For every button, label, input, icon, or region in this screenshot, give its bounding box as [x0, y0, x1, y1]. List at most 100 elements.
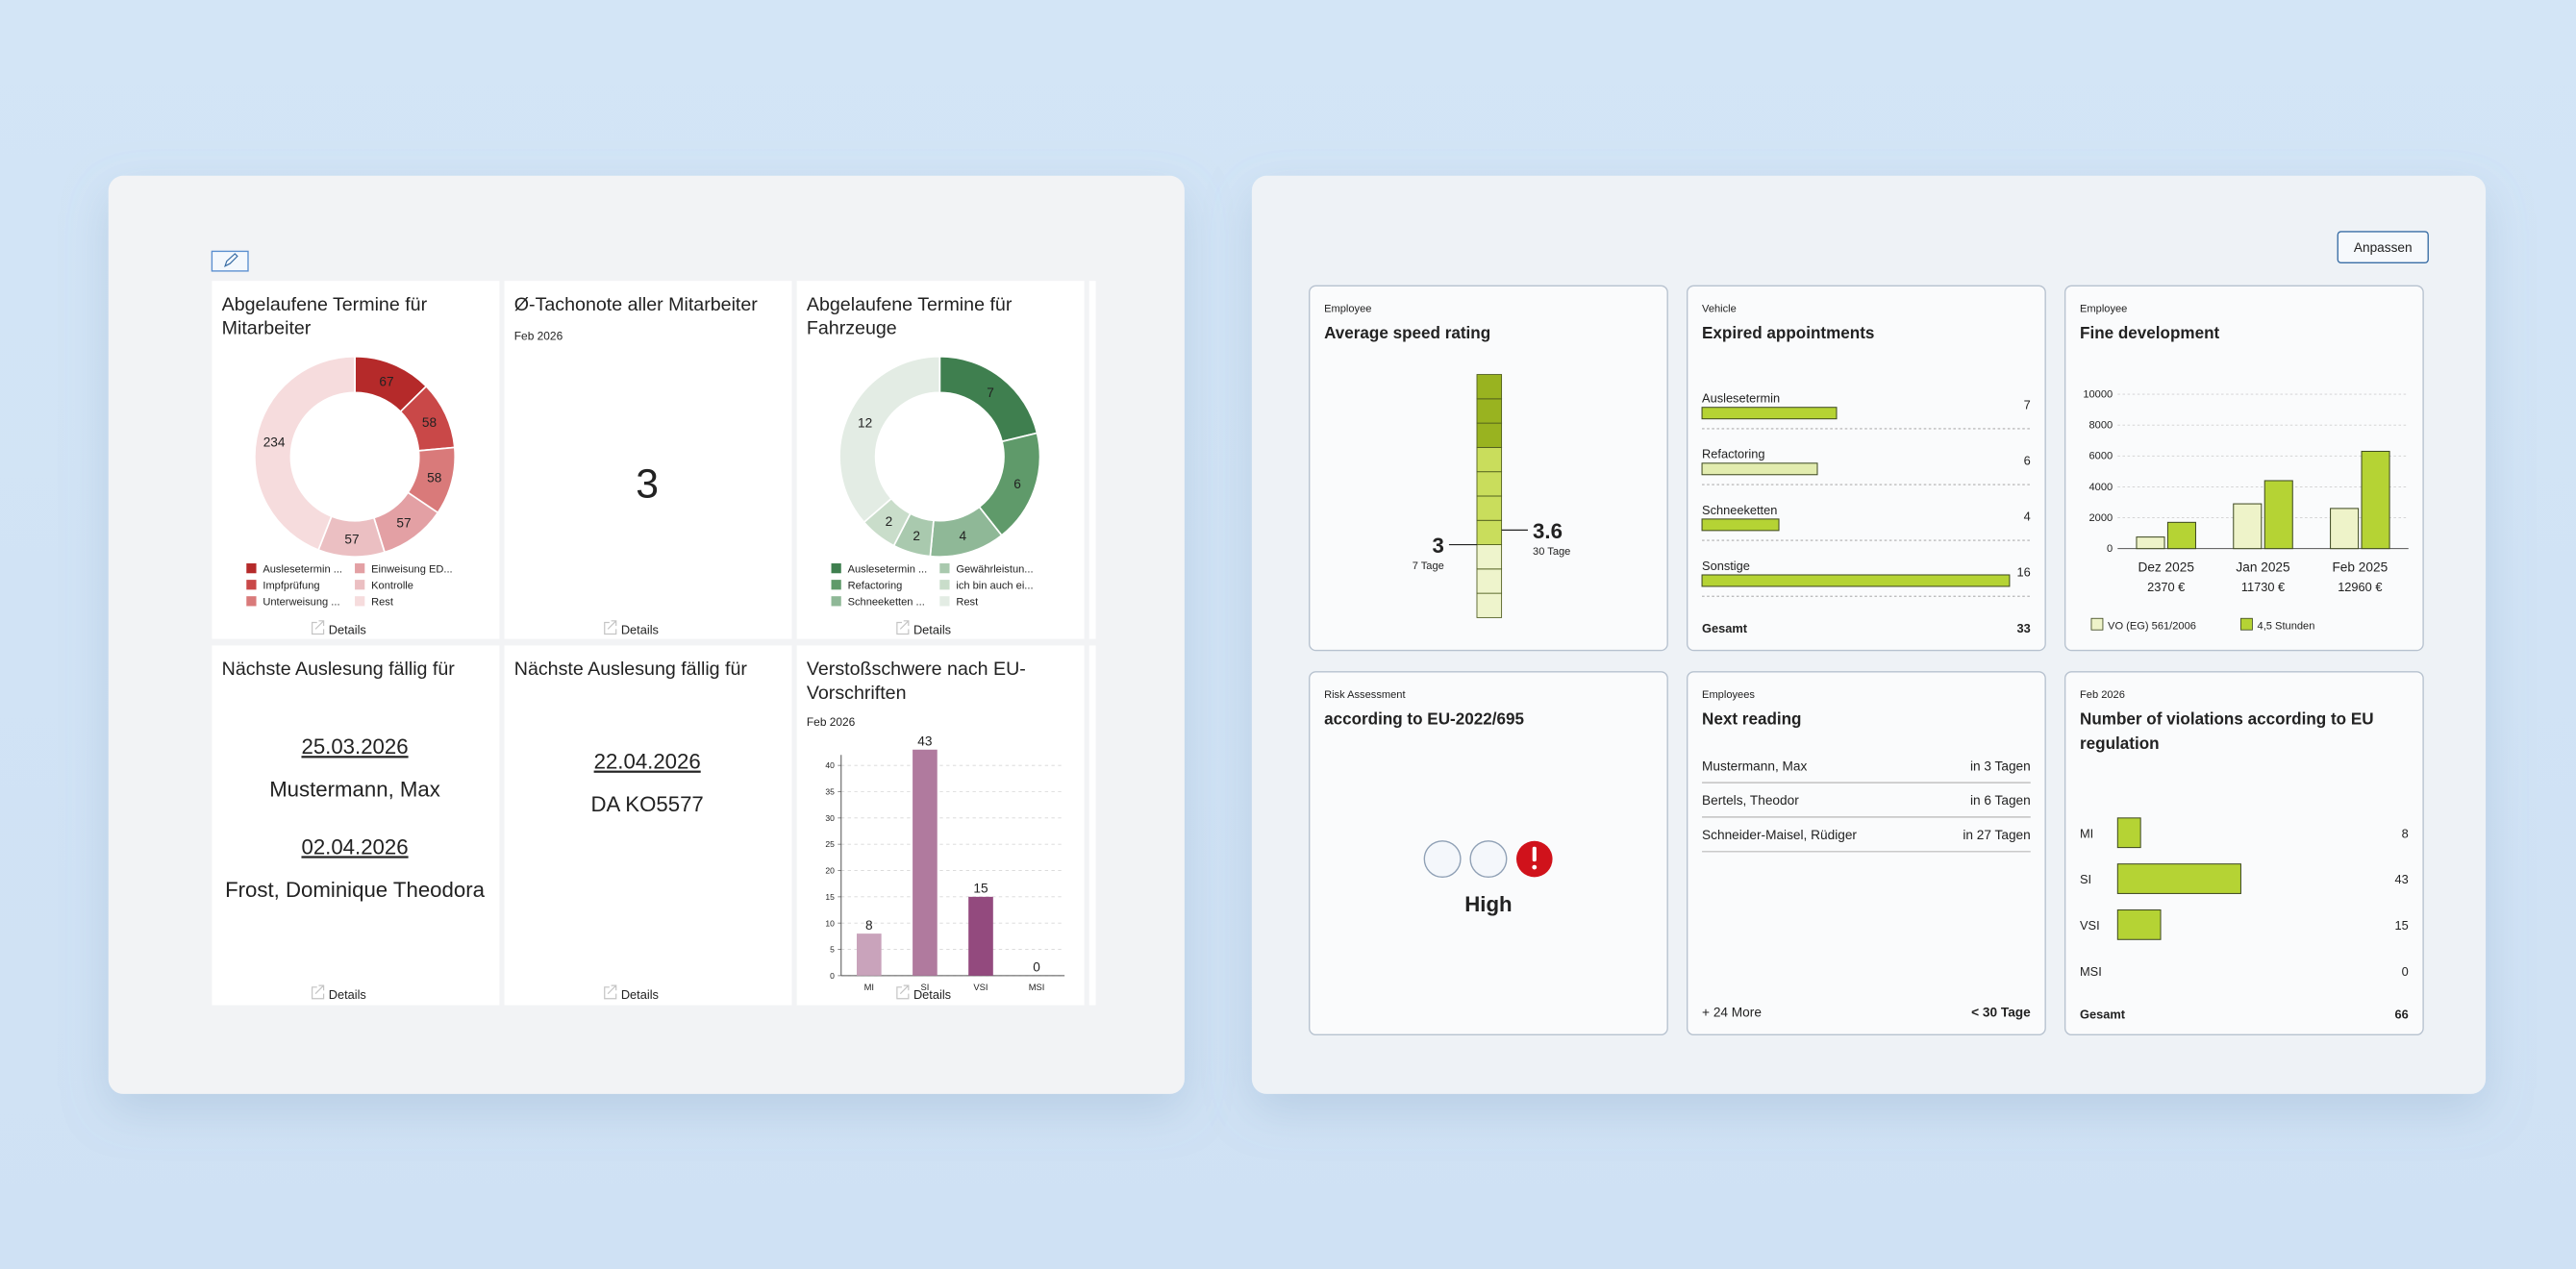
- external-link-icon: [312, 984, 325, 1000]
- external-link-icon: [896, 620, 910, 635]
- legend-swatch: [2240, 617, 2253, 631]
- card-title: according to EU-2022/695: [1324, 709, 1524, 728]
- card-label: Risk Assessment: [1324, 689, 1405, 701]
- total-label: Gesamt: [1702, 621, 1748, 635]
- bar: [2116, 817, 2141, 849]
- legend-label: Gewährleistun...: [956, 563, 1033, 575]
- x-tick-label: Dez 2025: [2138, 560, 2194, 575]
- card-title: Fine development: [2080, 324, 2220, 342]
- bar-value-label: 15: [973, 882, 988, 896]
- bar-value: 15: [2394, 918, 2408, 933]
- bar: [1701, 518, 1780, 532]
- alert-icon-dot: [1532, 864, 1538, 870]
- bar-value: 4: [2024, 510, 2031, 524]
- bar-category: VSI: [2080, 918, 2100, 933]
- legend-label: Refactoring: [848, 581, 903, 592]
- legend-label: Einweisung ED...: [371, 563, 452, 575]
- legend-swatch: [831, 596, 841, 607]
- edit-button[interactable]: [211, 250, 249, 272]
- legend-swatch: [939, 580, 950, 590]
- card-title: Next reading: [1702, 709, 1801, 728]
- legend-label: ich bin auch ei...: [956, 581, 1033, 592]
- bar: [2136, 536, 2165, 550]
- category-total: 11730 €: [2241, 580, 2285, 594]
- bar: [1701, 462, 1818, 476]
- scale-cell: [1476, 568, 1503, 594]
- bar-value-label: 8: [865, 918, 873, 933]
- bar: [2116, 909, 2162, 940]
- legend-swatch: [246, 596, 257, 607]
- donut-label: 2: [886, 514, 893, 529]
- bar: [913, 749, 938, 976]
- details-link[interactable]: Details: [621, 622, 659, 636]
- bar-value: 43: [2394, 872, 2408, 886]
- legend-label: Auslesetermin ...: [263, 563, 342, 575]
- details-link[interactable]: Details: [913, 622, 951, 636]
- donut-label: 57: [344, 532, 359, 546]
- details-link[interactable]: Details: [913, 987, 951, 1002]
- bar: [1701, 407, 1838, 420]
- y-tick-label: 4000: [2089, 482, 2113, 493]
- legend-swatch: [355, 580, 365, 590]
- legend-label: Unterweisung ...: [263, 597, 339, 609]
- details-link[interactable]: Details: [329, 622, 366, 636]
- scale-cell: [1476, 519, 1503, 545]
- scale-cell: [1476, 398, 1503, 424]
- filter-label: < 30 Tage: [1971, 1006, 2031, 1020]
- details-link[interactable]: Details: [621, 987, 659, 1002]
- external-link-icon: [896, 984, 910, 1000]
- donut-label: 4: [960, 529, 967, 543]
- card-title: Average speed rating: [1324, 324, 1490, 342]
- card: [2063, 671, 2424, 1036]
- donut-label: 58: [427, 470, 441, 485]
- x-tick-label: VSI: [973, 982, 988, 992]
- edit-button-frame[interactable]: [211, 250, 249, 272]
- bar-category: Refactoring: [1702, 447, 1764, 461]
- category-total: 12960 €: [2338, 580, 2382, 594]
- card-label: Employee: [2080, 304, 2127, 315]
- marker-label: 30 Tage: [1533, 546, 1570, 558]
- bar: [2166, 521, 2196, 550]
- legend-swatch: [831, 580, 841, 590]
- donut-label: 7: [987, 386, 994, 400]
- legend-swatch: [2090, 617, 2104, 631]
- bar-value-label: 43: [917, 734, 932, 748]
- card: [1686, 671, 2046, 1036]
- legend-label: Kontrolle: [371, 581, 413, 592]
- card-label: Feb 2026: [2080, 689, 2125, 701]
- bar-value: 6: [2024, 454, 2031, 468]
- donut-label: 58: [422, 415, 437, 430]
- card: [2063, 285, 2424, 652]
- widget-cell: [504, 281, 792, 639]
- customize-button[interactable]: [2337, 231, 2429, 264]
- due-date: 25.03.2026: [301, 734, 408, 759]
- donut-label: 234: [263, 435, 286, 449]
- more-link[interactable]: + 24 More: [1702, 1006, 1762, 1020]
- legend-swatch: [355, 563, 365, 574]
- donut-segment: [838, 355, 941, 524]
- widget-cell: [504, 645, 792, 1006]
- total-value: 33: [2017, 621, 2031, 635]
- scale-cell: [1476, 544, 1503, 570]
- card-label: Vehicle: [1702, 304, 1737, 315]
- due-date: 02.04.2026: [301, 834, 408, 858]
- bar-category: Sonstige: [1702, 559, 1750, 573]
- customize-button-label[interactable]: Anpassen: [2354, 240, 2413, 255]
- cell-edge: [1088, 281, 1096, 639]
- bar-value: 16: [2017, 565, 2031, 580]
- bar: [2233, 503, 2263, 550]
- y-tick-label: 0: [830, 971, 835, 981]
- alert-icon-bar: [1532, 846, 1537, 862]
- widget-subtitle: Feb 2026: [807, 715, 856, 729]
- marker-value: 3: [1432, 534, 1443, 558]
- details-link[interactable]: Details: [329, 987, 366, 1002]
- marker-value: 3.6: [1533, 519, 1563, 543]
- risk-indicator: [1423, 840, 1462, 879]
- bar-value: 0: [2402, 964, 2409, 979]
- due-name: Mustermann, Max: [269, 778, 440, 802]
- legend-label: Rest: [371, 597, 393, 609]
- bar: [2263, 480, 2293, 550]
- due-name: Frost, Dominique Theodora: [225, 878, 486, 902]
- y-tick-label: 20: [825, 866, 835, 876]
